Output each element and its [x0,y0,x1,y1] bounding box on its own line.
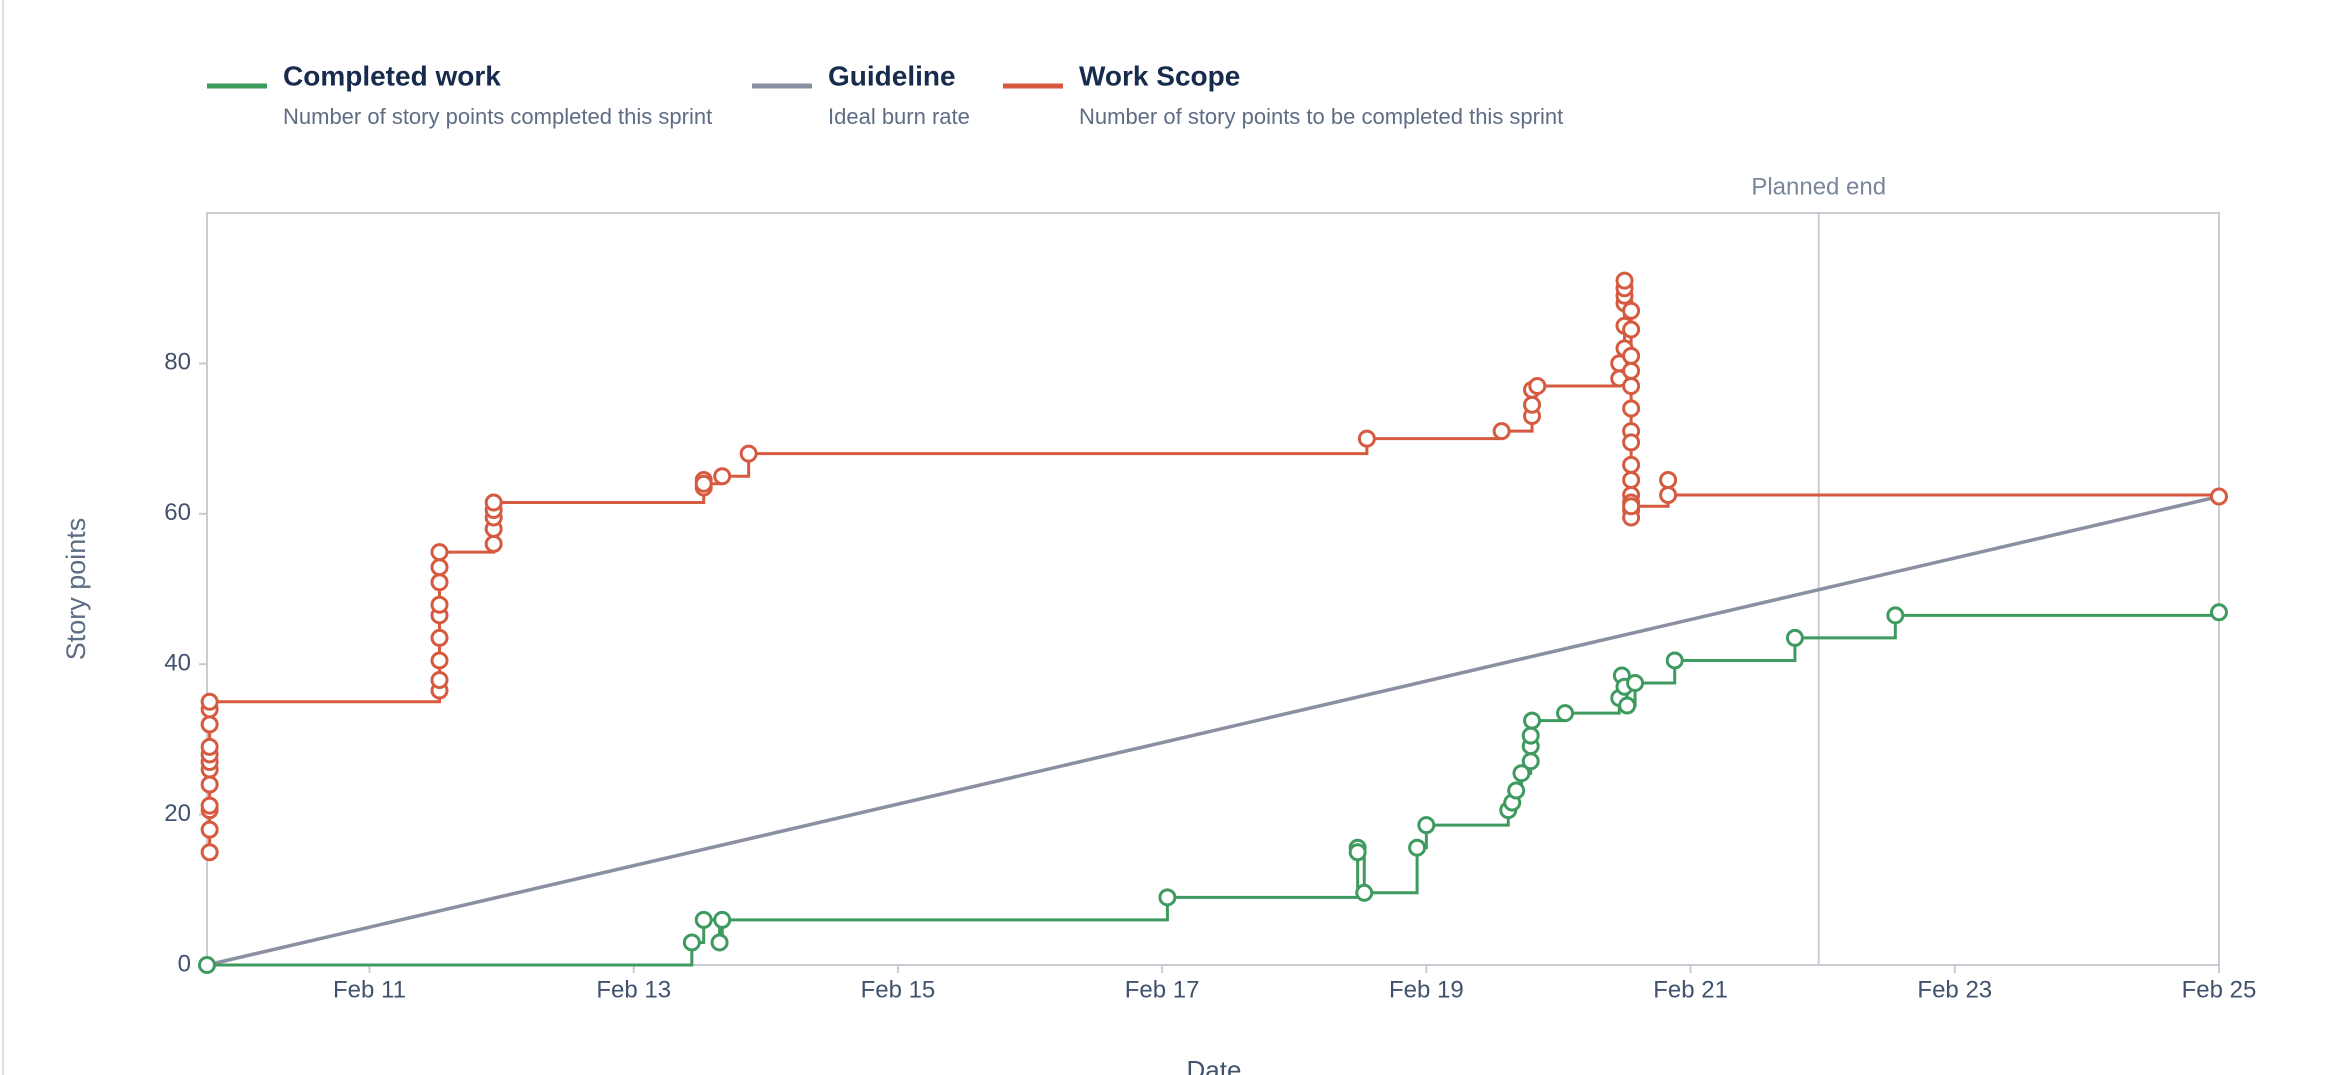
data-point [1622,361,1641,380]
data-point [713,467,732,486]
x-axis-label: Date [1187,1055,1242,1075]
data-point [200,692,219,711]
data-point [200,843,219,862]
data-point [710,933,729,952]
guideline [206,494,2220,967]
data-point [430,595,449,614]
x-tick-label: Feb 15 [861,976,936,1003]
data-point [1665,651,1684,670]
x-tick-label: Feb 23 [1917,976,1992,1003]
data-point [1659,470,1678,489]
y-axis-label: Story points [61,518,91,661]
data-point [694,474,713,493]
data-point [200,775,219,794]
step-segment [1366,431,1504,441]
data-point [200,796,219,815]
data-point [2210,603,2228,622]
x-tick-label: Feb 19 [1389,976,1464,1003]
data-point [430,628,449,647]
y-tick-label: 80 [164,349,191,376]
data-point [1528,376,1547,395]
step-segment [1167,847,1360,899]
step-segment [1895,612,2221,617]
data-point [1622,320,1641,339]
data-point [1556,704,1575,723]
data-point [1886,606,1905,625]
data-point [1408,838,1427,857]
step-segment [748,438,1369,456]
data-point [484,493,503,512]
data-point [1626,674,1645,692]
data-point [1417,816,1436,835]
data-point [1622,376,1641,395]
legend-name: Work Scope [1079,60,1240,91]
data-point [1659,486,1678,504]
data-point [682,933,701,952]
data-point [713,910,732,929]
planned-end-label: Planned end [1751,173,1886,200]
step-segment [1537,378,1621,388]
data-point [1785,628,1804,647]
data-point [484,534,503,553]
data-point [1615,271,1634,290]
legend-description: Number of story points to be completed t… [1079,104,1563,129]
step-segment [493,487,706,505]
step-segment [207,942,694,967]
legend-name: Completed work [283,60,501,91]
data-point [1348,843,1367,862]
x-tick-label: Feb 17 [1125,976,1200,1003]
step-segment [1668,493,2221,497]
y-tick-label: 20 [164,800,191,827]
data-point [1521,752,1540,771]
step-segment [722,897,1169,922]
data-point [1622,346,1641,365]
data-point [1507,781,1526,800]
y-tick-label: 60 [164,499,191,526]
data-point [1523,395,1542,414]
y-tick-label: 40 [164,650,191,677]
data-point [1521,726,1540,745]
data-point [1622,301,1641,320]
x-tick-label: Feb 21 [1653,976,1728,1003]
data-point [1357,429,1376,448]
data-point [430,651,449,670]
data-point [430,558,449,577]
x-tick-label: Feb 13 [596,976,671,1003]
data-point [1512,764,1531,783]
y-tick-label: 0 [178,950,191,977]
data-point [1523,711,1542,730]
data-point [1622,497,1641,516]
step-segment [1426,810,1510,827]
data-point [430,543,449,562]
data-point [1622,399,1641,418]
plot-frame [206,212,2220,966]
data-point [430,670,449,689]
data-point [2210,487,2228,506]
data-point [1618,696,1637,715]
data-point [1622,433,1641,452]
data-point [1158,888,1177,907]
data-point [430,573,449,592]
data-point [200,715,219,734]
data-point [1622,455,1641,474]
data-point [1492,422,1511,441]
step-segment [1364,847,1419,895]
data-point [200,737,219,756]
data-point [694,910,713,929]
step-segment [209,690,442,704]
x-tick-label: Feb 11 [333,976,406,1003]
data-point [198,956,216,974]
legend-description: Ideal burn rate [828,104,970,129]
step-segment [1794,615,1897,640]
legend-description: Number of story points completed this sp… [283,104,712,129]
data-point [739,444,758,463]
data-point [200,820,219,839]
x-tick-label: Feb 25 [2182,976,2257,1003]
data-point [1355,883,1374,902]
legend-name: Guideline [828,60,956,91]
data-point [1622,470,1641,489]
step-segment [1674,637,1797,662]
